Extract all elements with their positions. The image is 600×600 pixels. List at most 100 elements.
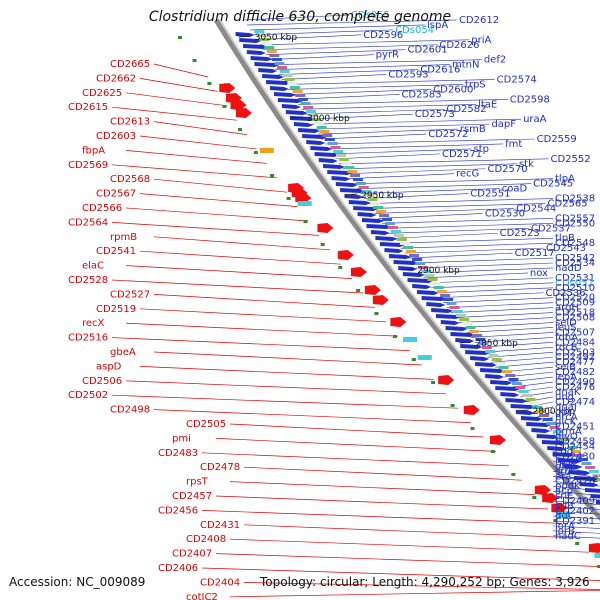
scale-tick-label: 2800 kbp	[533, 407, 576, 417]
gene-block	[412, 258, 423, 261]
gene-block	[361, 190, 372, 193]
label-connector	[342, 163, 517, 170]
label-connector	[229, 590, 600, 598]
gene-block	[505, 374, 516, 377]
label-connector	[139, 135, 257, 150]
gene-label: CD2458	[555, 437, 595, 448]
gene-block	[459, 318, 470, 321]
gene-block	[336, 154, 346, 157]
gene-label: CD2557	[555, 213, 595, 224]
gene-label: dnaJ	[555, 402, 577, 413]
gene-arrow	[510, 404, 536, 409]
gene-label: iorB	[555, 526, 575, 537]
gene-block	[282, 74, 293, 77]
gene-label: CD2530	[485, 208, 525, 219]
gene-block	[297, 201, 312, 206]
gene-block	[449, 306, 460, 309]
label-connector	[431, 282, 554, 289]
gene-label: nadC	[555, 531, 581, 542]
gene-block	[254, 30, 265, 33]
gene-label: dapF	[491, 119, 516, 130]
gene-arrow	[465, 350, 491, 355]
scale-tick-label: 2750 kbp	[593, 475, 600, 485]
gene-label: CD2583	[401, 89, 441, 100]
gene-label: CD2476	[555, 382, 595, 393]
gene-block	[284, 78, 295, 81]
gene-label: cdd	[555, 446, 573, 457]
gene-label: coaD	[502, 184, 528, 195]
rna-marker	[253, 151, 258, 154]
label-connector	[308, 113, 413, 120]
gene-arrow	[463, 405, 480, 415]
gene-label: glyQ	[555, 432, 578, 443]
gene-block	[367, 198, 378, 201]
gene-block	[488, 354, 499, 357]
rna-marker	[511, 473, 516, 476]
gene-arrow	[353, 206, 379, 211]
label-connector	[215, 495, 549, 510]
gene-arrow	[310, 146, 333, 151]
rna-marker	[303, 220, 308, 223]
gene-label: CD2572	[428, 129, 468, 140]
label-connector	[111, 222, 320, 236]
gene-label: rpsU	[555, 456, 578, 467]
gene-label: fdhA	[555, 332, 578, 343]
label-connector	[427, 277, 554, 284]
label-connector-layer	[111, 14, 600, 598]
label-connector	[125, 265, 353, 279]
gene-arrow	[243, 44, 269, 49]
gene-label: CD2534	[555, 258, 595, 269]
gene-block	[396, 238, 407, 241]
label-connector	[415, 262, 554, 269]
gene-label: CD2538	[555, 194, 595, 205]
gene-block	[577, 458, 588, 461]
gene-block	[319, 130, 330, 133]
gene-label: CD2409	[555, 496, 595, 507]
gene-block	[518, 390, 529, 393]
gene-label: recG	[456, 169, 479, 180]
gene-label: CD2391	[555, 516, 595, 527]
gene-block	[382, 218, 392, 221]
label-connector	[370, 203, 546, 209]
gene-label: priA	[471, 35, 491, 46]
label-connector	[275, 64, 451, 70]
gene-label: CD2551	[470, 189, 510, 200]
gene-label: gbeA	[110, 347, 136, 358]
label-connector	[291, 89, 432, 95]
label-connector	[552, 500, 600, 506]
gene-label: CD2568	[110, 174, 150, 185]
gene-label: CD2566	[82, 203, 122, 214]
gene-arrow	[460, 344, 483, 349]
label-connector	[153, 178, 288, 193]
accession-label: Accession: NC_009089	[9, 575, 146, 589]
rna-marker	[532, 496, 537, 499]
gene-block	[347, 170, 358, 173]
rna-marker	[490, 450, 495, 453]
gene-block	[271, 58, 282, 61]
label-connector	[507, 376, 554, 383]
gene-block	[549, 426, 560, 429]
label-connector	[278, 69, 419, 75]
gene-block	[330, 146, 341, 149]
gene-label: CDs052	[555, 278, 594, 289]
label-connector	[324, 138, 535, 145]
label-connector	[281, 74, 387, 80]
gene-block	[333, 150, 344, 153]
label-connector	[462, 322, 554, 328]
gene-block	[290, 86, 300, 89]
gene-label: CD2567	[96, 189, 136, 200]
gene-label: CD2613	[110, 117, 150, 128]
gene-block	[567, 446, 578, 449]
label-connector	[125, 380, 446, 395]
gene-arrow	[440, 320, 460, 325]
gene-arrow	[390, 317, 407, 327]
label-connector	[400, 242, 554, 249]
gene-label: CD2483	[158, 448, 198, 459]
gene-block	[316, 126, 327, 129]
gene-label: gpr	[555, 407, 573, 418]
gene-label: CD2517	[515, 248, 555, 259]
scale-tick-layer: 3050 kbp 3000 kbp 2950 kbp 2900 kbp 2850 kbp…	[238, 33, 600, 485]
label-connector	[552, 530, 600, 534]
gene-arrow	[590, 494, 600, 499]
gene-label: CD2552	[550, 154, 590, 165]
